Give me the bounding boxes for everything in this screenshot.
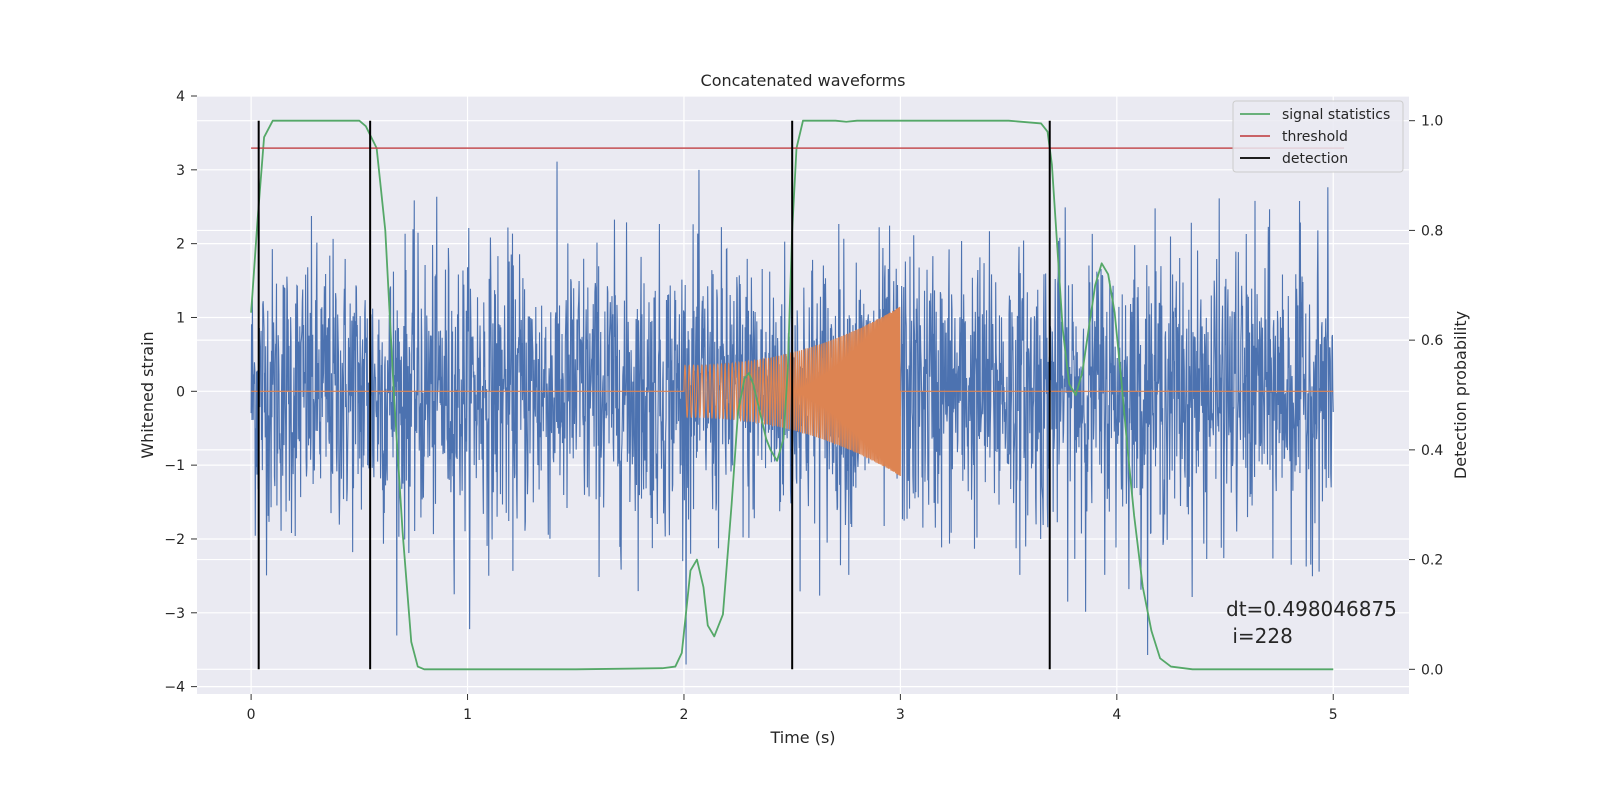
- y-tick-label: −3: [164, 606, 185, 622]
- annotation-dt: dt=0.498046875: [1226, 597, 1397, 621]
- y-right-tick-label: 1.0: [1421, 114, 1443, 130]
- y-tick-label: 1: [176, 310, 185, 326]
- y-axis-left: 4 3 2 1 0 −1 −2 −3 −4: [164, 89, 197, 696]
- y-axis-label: Whitened strain: [138, 331, 157, 458]
- plot-area: [250, 119, 1345, 671]
- y-tick-label: 2: [176, 237, 185, 253]
- y-tick-label: 0: [176, 384, 185, 400]
- y-right-tick-label: 0.0: [1421, 662, 1443, 678]
- legend-label-detection: detection: [1282, 151, 1348, 167]
- x-axis-label: Time (s): [769, 728, 835, 747]
- y-tick-label: 4: [176, 89, 185, 105]
- x-tick-label: 4: [1112, 707, 1121, 723]
- y-right-tick-label: 0.2: [1421, 553, 1443, 569]
- y-axis-right-label: Detection probability: [1451, 311, 1470, 479]
- y-tick-label: −2: [164, 532, 185, 548]
- y-right-tick-label: 0.6: [1421, 333, 1443, 349]
- x-tick-label: 0: [247, 707, 256, 723]
- legend-label-threshold: threshold: [1282, 129, 1348, 145]
- legend-label-signal-statistics: signal statistics: [1282, 107, 1390, 123]
- signal-statistics-line: [250, 119, 1334, 671]
- y-axis-right: 1.0 0.8 0.6 0.4 0.2 0.0: [1409, 114, 1443, 678]
- y-tick-label: −1: [164, 458, 185, 474]
- y-tick-label: −4: [164, 680, 185, 696]
- chart-title: Concatenated waveforms: [701, 71, 906, 90]
- annotation-i: i=228: [1226, 624, 1293, 648]
- legend: signal statistics threshold detection: [1232, 100, 1404, 173]
- legend-box: [1232, 100, 1404, 173]
- y-right-tick-label: 0.4: [1421, 443, 1443, 459]
- y-tick-label: 3: [176, 163, 185, 179]
- x-tick-label: 1: [463, 707, 472, 723]
- x-tick-label: 3: [896, 707, 905, 723]
- x-tick-label: 2: [680, 707, 689, 723]
- x-tick-label: 5: [1329, 707, 1338, 723]
- x-axis: 0 1 2 3 4 5: [247, 694, 1338, 723]
- y-right-tick-label: 0.8: [1421, 223, 1443, 239]
